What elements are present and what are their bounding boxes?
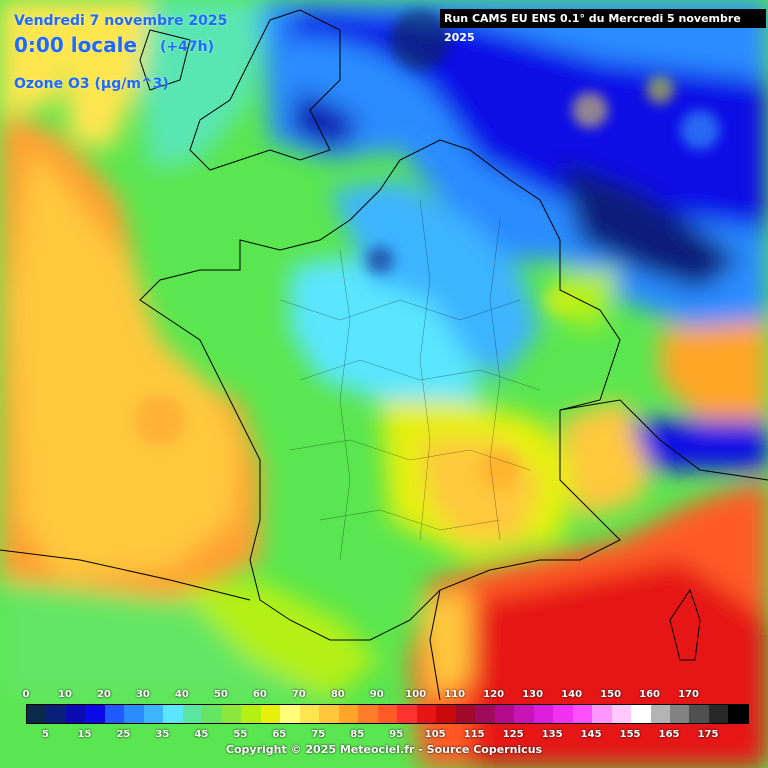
color-swatch bbox=[455, 705, 476, 723]
scale-tick-label: 50 bbox=[213, 689, 228, 700]
color-swatch bbox=[533, 705, 554, 723]
color-swatch bbox=[143, 705, 164, 723]
ozone-detail bbox=[135, 10, 720, 490]
scale-tick-label: 125 bbox=[502, 729, 524, 740]
scale-tick-label: 0 bbox=[22, 689, 30, 700]
scale-tick-label: 75 bbox=[311, 729, 326, 740]
color-swatch bbox=[514, 705, 534, 723]
color-swatch bbox=[416, 705, 437, 723]
color-swatch bbox=[182, 705, 203, 723]
color-swatch bbox=[241, 705, 261, 723]
color-swatch bbox=[358, 705, 378, 723]
scale-tick-label: 60 bbox=[252, 689, 267, 700]
color-swatch bbox=[46, 705, 66, 723]
color-swatch bbox=[611, 705, 632, 723]
forecast-lead-time: (+47h) bbox=[160, 39, 214, 55]
parameter-label: Ozone O3 (µg/m^3) bbox=[14, 76, 169, 92]
color-swatch bbox=[708, 705, 729, 723]
color-swatch bbox=[299, 705, 320, 723]
scale-tick-label: 65 bbox=[272, 729, 287, 740]
scale-tick-label: 10 bbox=[58, 689, 72, 700]
region-borders bbox=[279, 199, 541, 561]
scale-tick-label: 105 bbox=[424, 729, 446, 740]
scale-tick-label: 95 bbox=[389, 729, 404, 740]
color-bar bbox=[26, 704, 749, 724]
color-swatch bbox=[669, 705, 690, 723]
scale-tick-label: 20 bbox=[96, 689, 111, 700]
coastlines bbox=[0, 9, 768, 701]
color-swatch bbox=[592, 705, 612, 723]
copyright-notice: Copyright © 2025 Meteociel.fr - Source C… bbox=[225, 743, 543, 756]
scale-tick-label: 130 bbox=[522, 689, 544, 700]
scale-tick-label: 30 bbox=[135, 689, 150, 700]
scale-tick-label: 110 bbox=[444, 689, 466, 700]
color-swatch bbox=[202, 705, 222, 723]
forecast-date: Vendredi 7 novembre 2025 bbox=[14, 13, 228, 29]
scale-tick-label: 25 bbox=[116, 729, 131, 740]
color-swatch bbox=[280, 705, 300, 723]
color-swatch bbox=[572, 705, 593, 723]
color-scale-legend: 0 10 20 30 40 50 60 70 80 90 100 110 120 130 140 150 160… bbox=[0, 686, 768, 768]
scale-tick-label: 115 bbox=[463, 729, 485, 740]
color-swatch bbox=[553, 705, 573, 723]
color-swatch bbox=[124, 705, 144, 723]
color-swatch bbox=[631, 705, 651, 723]
scale-tick-label: 45 bbox=[194, 729, 209, 740]
scale-tick-label: 85 bbox=[350, 729, 365, 740]
scale-tick-label: 140 bbox=[561, 689, 583, 700]
color-swatch bbox=[65, 705, 86, 723]
color-swatch bbox=[728, 705, 748, 723]
color-swatch bbox=[689, 705, 709, 723]
scale-tick-label: 170 bbox=[678, 689, 699, 700]
run-info-banner: Run CAMS EU ENS 0.1° du Mercredi 5 novem… bbox=[440, 9, 766, 44]
color-swatch bbox=[163, 705, 183, 723]
scale-tick-label: 55 bbox=[233, 729, 248, 740]
scale-tick-label: 145 bbox=[580, 729, 602, 740]
scale-tick-label: 100 bbox=[405, 689, 427, 700]
forecast-time: 0:00 locale bbox=[14, 33, 138, 57]
color-swatch bbox=[377, 705, 398, 723]
scale-tick-label: 70 bbox=[291, 689, 306, 700]
color-swatch bbox=[650, 705, 670, 723]
scale-tick-label: 40 bbox=[174, 689, 189, 700]
color-swatch bbox=[104, 705, 125, 723]
scale-tick-label: 160 bbox=[639, 689, 660, 700]
scale-tick-label: 15 bbox=[77, 729, 92, 740]
scale-tick-label: 165 bbox=[658, 729, 680, 740]
scale-tick-label: 155 bbox=[619, 729, 641, 740]
color-swatch bbox=[397, 705, 417, 723]
color-swatch bbox=[27, 705, 47, 723]
scale-tick-label: 135 bbox=[541, 729, 563, 740]
scale-tick-label: 35 bbox=[155, 729, 170, 740]
scale-tick-label: 5 bbox=[42, 729, 49, 740]
color-swatch bbox=[436, 705, 456, 723]
color-swatch bbox=[319, 705, 339, 723]
color-swatch bbox=[85, 705, 105, 723]
scale-tick-label: 90 bbox=[369, 689, 384, 700]
color-swatch bbox=[338, 705, 359, 723]
scale-tick-label: 150 bbox=[600, 689, 622, 700]
scale-tick-label: 120 bbox=[483, 689, 505, 700]
color-swatch bbox=[221, 705, 242, 723]
color-swatch bbox=[475, 705, 495, 723]
scale-tick-label: 175 bbox=[697, 729, 719, 740]
color-swatch bbox=[494, 705, 515, 723]
color-swatch bbox=[260, 705, 281, 723]
scale-tick-label: 80 bbox=[330, 689, 345, 700]
